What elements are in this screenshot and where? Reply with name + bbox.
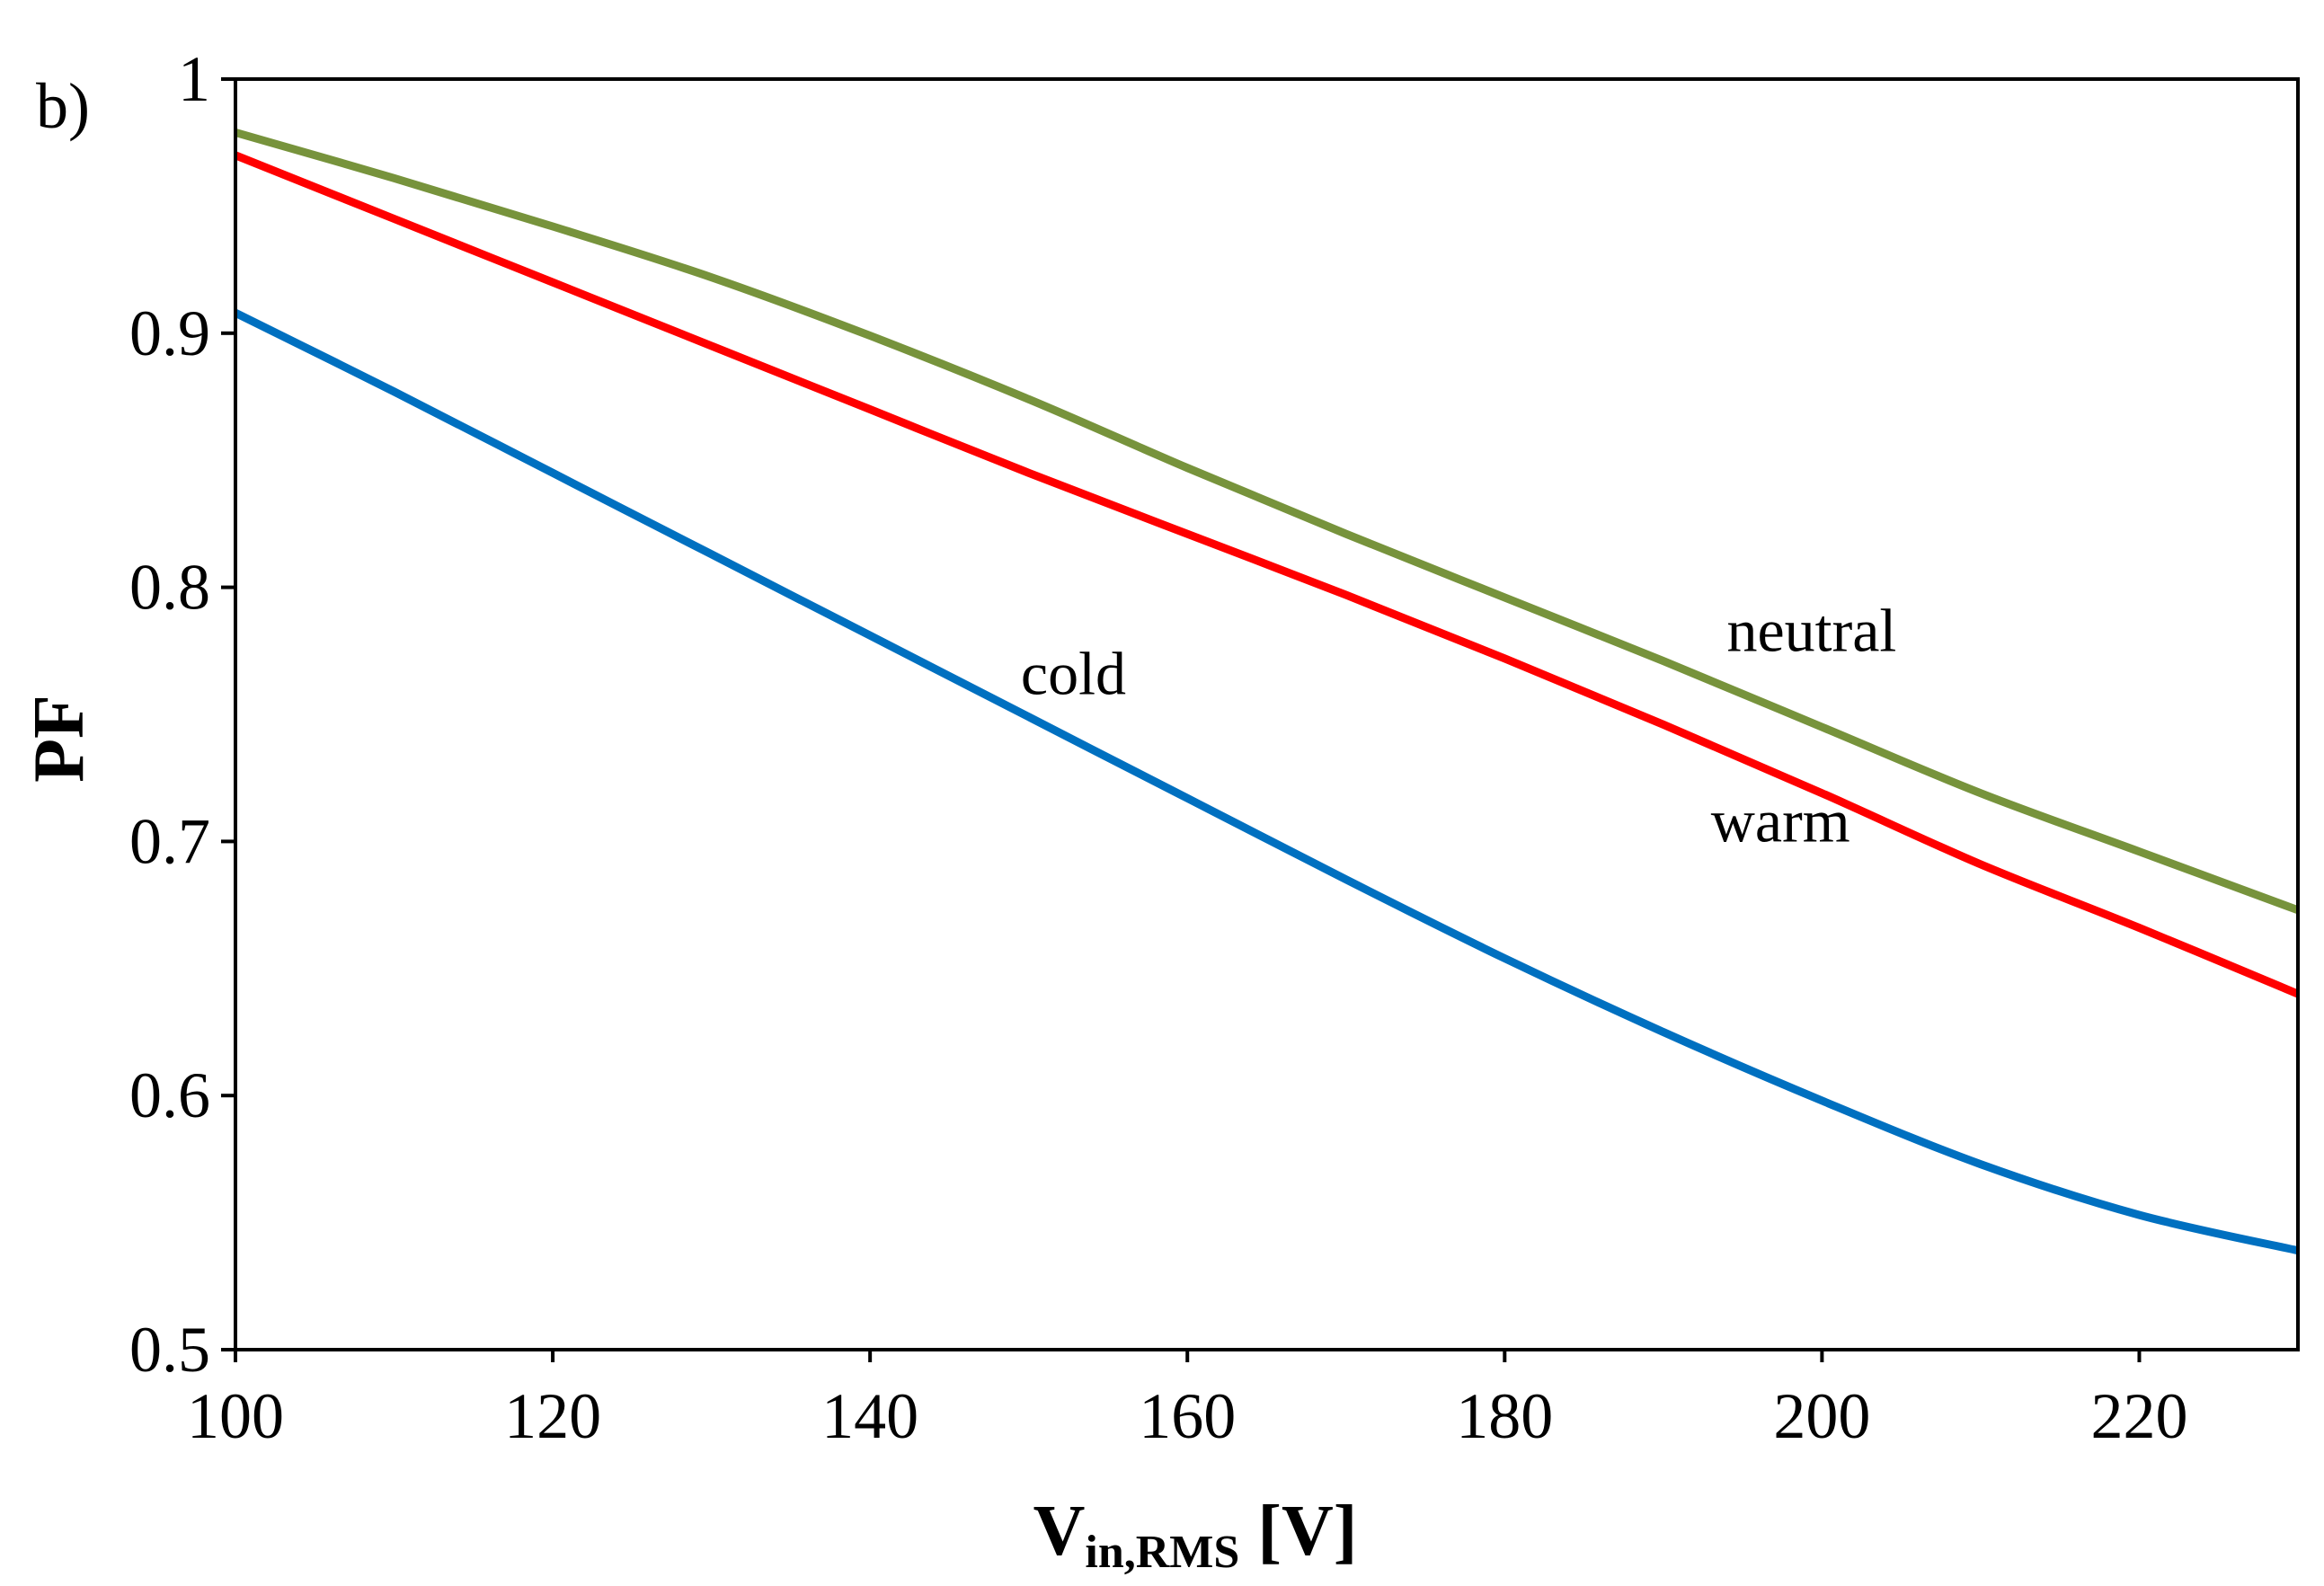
y-tick-label: 0.5 xyxy=(129,1314,210,1386)
series-line-warm xyxy=(234,151,2300,998)
series-label-cold: cold xyxy=(1021,639,1126,707)
plot-frame xyxy=(234,77,2300,1351)
x-axis-title: Vin,RMS [V] xyxy=(1033,1492,1358,1578)
x-tick-label: 200 xyxy=(1773,1380,1870,1452)
series-line-neutral xyxy=(234,128,2300,915)
y-tick-label: 1 xyxy=(178,43,210,115)
x-tick-label: 180 xyxy=(1456,1380,1553,1452)
series-label-layer: neutral warm cold xyxy=(1021,596,1896,855)
y-tick-label: 0.6 xyxy=(129,1059,210,1131)
x-tick-label: 220 xyxy=(2090,1380,2187,1452)
series-line-cold xyxy=(233,309,2299,1255)
y-axis-title: PF xyxy=(20,695,99,783)
series-label-neutral: neutral xyxy=(1727,596,1897,664)
panel-label: b) xyxy=(36,70,90,142)
y-tick-label: 0.8 xyxy=(129,552,210,624)
x-axis-title-unit: [V] xyxy=(1239,1492,1357,1571)
x-tick-label: 160 xyxy=(1139,1380,1236,1452)
y-tick-label: 0.7 xyxy=(129,805,210,877)
series-layer xyxy=(233,128,2300,1255)
x-axis-ticks: 100 120 140 160 180 200 220 xyxy=(187,1350,2187,1452)
y-axis-ticks: 0.5 0.6 0.7 0.8 0.9 1 xyxy=(129,43,235,1386)
x-tick-label: 100 xyxy=(187,1380,284,1452)
x-axis-title-subscript: in,RMS xyxy=(1085,1527,1239,1578)
x-tick-label: 120 xyxy=(504,1380,601,1452)
x-tick-label: 140 xyxy=(821,1380,918,1452)
y-tick-label: 0.9 xyxy=(129,297,210,369)
series-label-warm: warm xyxy=(1711,786,1850,855)
x-axis-title-main: V xyxy=(1033,1492,1086,1571)
